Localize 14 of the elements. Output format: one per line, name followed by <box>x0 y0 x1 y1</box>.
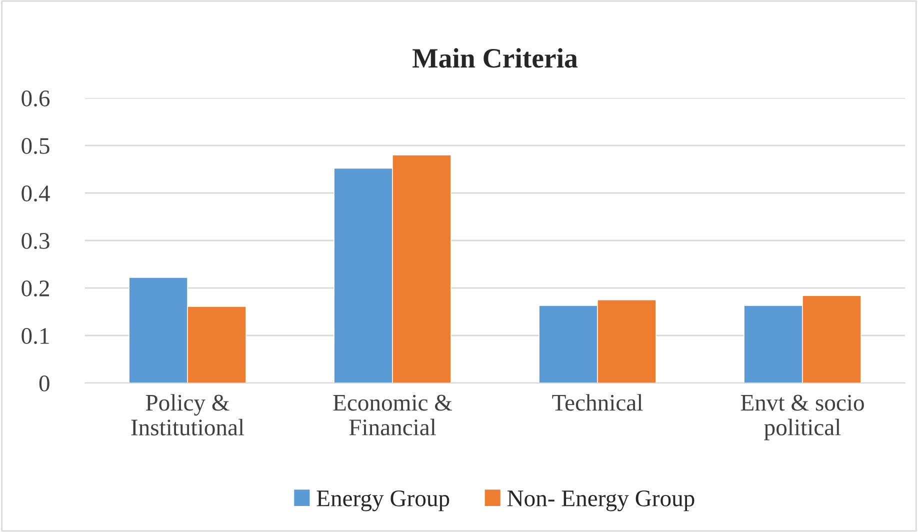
legend-label: Non- Energy Group <box>507 490 694 512</box>
chart-title: Main Criteria <box>412 48 578 68</box>
x-tick-label: Economic & Financial <box>333 394 452 436</box>
y-tick-label: 0.2 <box>22 280 49 297</box>
legend-label: Energy Group <box>316 490 450 512</box>
y-tick-label: 0.3 <box>22 232 50 250</box>
y-tick-label: 0 <box>39 375 50 392</box>
x-tick-label: Envt & socio political <box>740 394 864 440</box>
x-tick-label: Technical <box>552 394 643 411</box>
y-tick-label: 0.5 <box>22 138 50 154</box>
y-tick-label: 0.1 <box>22 328 49 344</box>
y-tick-label: 0.4 <box>22 185 50 202</box>
x-tick-label: Policy & Institutional <box>131 394 244 436</box>
y-tick-label: 0.6 <box>22 90 50 107</box>
